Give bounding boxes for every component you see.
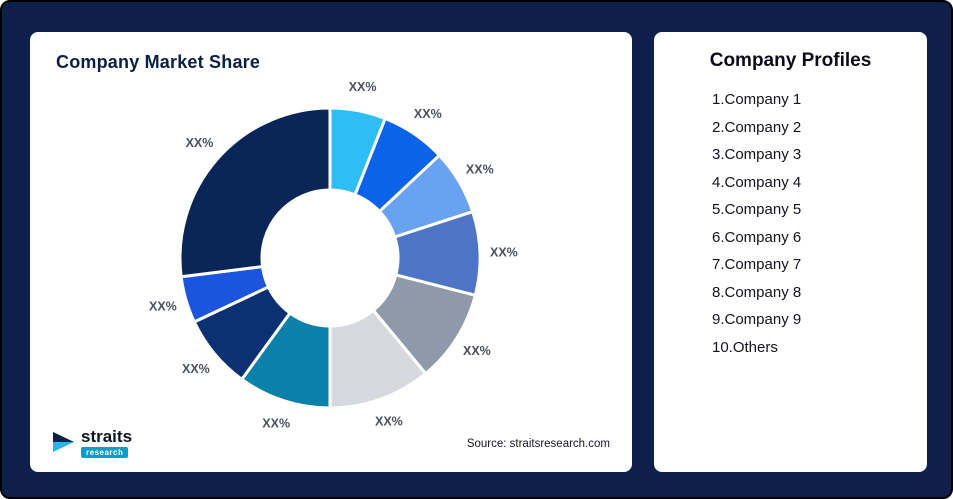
logo-name: straits	[81, 427, 133, 446]
profile-item-company-5: 5.Company 5	[712, 201, 802, 218]
profile-item-company-4: 4.Company 4	[712, 173, 802, 191]
slice-label-company-6: XX%	[375, 415, 403, 429]
market-share-card: Company Market Share XX% XX% XX% XX% XX% XX% X…	[30, 32, 632, 472]
slice-label-company-3: XX%	[466, 162, 494, 176]
profiles-list: 1.Company 1 2.Company 2 3.Company 3 4.Co…	[654, 86, 927, 361]
profile-item-others: 10.Others	[712, 338, 778, 356]
profile-item-company-3: 3.Company 3	[712, 146, 802, 163]
chart-title: Company Market Share	[56, 52, 261, 72]
profiles-title: Company Profiles	[709, 50, 872, 71]
slice-label-company-1: XX%	[349, 80, 377, 94]
logo-subtitle: research	[81, 447, 129, 458]
slice-label-company-9: XX%	[149, 300, 177, 314]
slice-label-company-4: XX%	[490, 246, 518, 260]
profile-item-company-2: 2.Company 2	[712, 118, 802, 136]
straits-research-logo: straits research	[50, 428, 132, 458]
profile-item-company-8: 8.Company 8	[712, 283, 802, 301]
logo-text: straits research	[81, 428, 132, 458]
slice-label-company-5: XX%	[463, 344, 491, 358]
slice-label-others: XX%	[186, 136, 214, 150]
profile-item-company-6: 6.Company 6	[712, 228, 802, 246]
profile-item-company-9: 9.Company 9	[712, 311, 802, 328]
slice-label-company-2: XX%	[414, 107, 442, 121]
donut-chart: XX% XX% XX% XX% XX% XX% XX% XX% XX% XX%	[149, 80, 518, 431]
slice-label-company-7: XX%	[262, 417, 290, 431]
donut-segment-others	[178, 106, 332, 279]
profile-item-company-1: 1.Company 1	[712, 91, 802, 108]
slice-label-company-8: XX%	[182, 362, 210, 376]
profile-item-company-7: 7.Company 7	[712, 256, 802, 273]
logo-mark-icon	[53, 432, 74, 452]
source-attribution: Source: straitsresearch.com	[466, 438, 610, 450]
company-profiles-card: Company Profiles 1.Company 1 2.Company 2…	[654, 32, 927, 472]
